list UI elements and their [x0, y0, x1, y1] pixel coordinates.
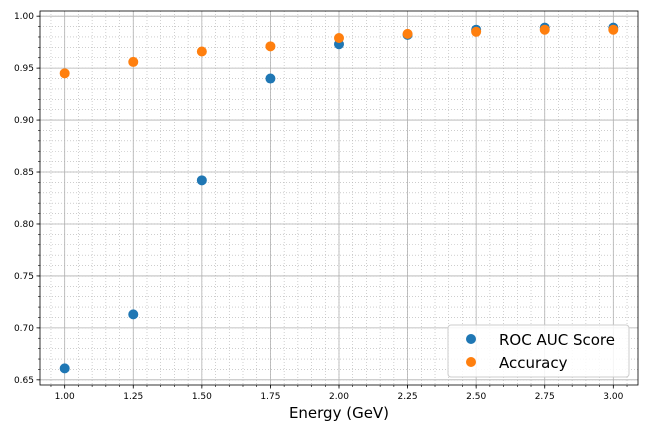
x-tick-label: 2.00: [329, 392, 349, 402]
legend: ROC AUC Score Accuracy: [447, 324, 630, 378]
x-tick-label: 1.00: [55, 392, 75, 402]
data-points: [59, 22, 619, 374]
axis-ticks: 1.00 1.25 1.50 1.75 2.00 2.25 2.50 2.75 3.00 0.65…: [14, 12, 628, 402]
x-tick-label: 3.00: [603, 392, 623, 402]
point-series-2: [196, 46, 207, 57]
point-series-1: [59, 363, 70, 374]
point-series-2: [59, 68, 70, 79]
y-tick-label: 0.90: [14, 116, 34, 126]
y-tick-label: 0.95: [14, 64, 34, 74]
point-series-1: [196, 175, 207, 186]
y-tick-label: 0.80: [14, 220, 34, 230]
point-series-2: [608, 24, 619, 35]
legend-marker-accuracy: [466, 357, 476, 367]
x-tick-label: 2.75: [535, 392, 555, 402]
x-tick-label: 2.50: [466, 392, 486, 402]
y-tick-label: 0.65: [14, 376, 34, 386]
point-series-1: [128, 309, 139, 320]
x-tick-label: 1.25: [123, 392, 143, 402]
point-series-2: [265, 41, 276, 52]
x-axis-label: Energy (GeV): [289, 404, 389, 422]
y-tick-label: 0.85: [14, 168, 34, 178]
point-series-2: [334, 33, 344, 44]
legend-marker-roc-auc: [466, 334, 476, 344]
x-tick-label: 2.25: [398, 392, 418, 402]
y-tick-label: 1.00: [14, 12, 34, 22]
y-tick-label: 0.70: [14, 324, 34, 334]
x-tick-label: 1.50: [192, 392, 212, 402]
legend-box: [447, 324, 630, 378]
point-series-1: [265, 73, 276, 84]
legend-label-accuracy: Accuracy: [499, 354, 568, 372]
point-series-2: [471, 26, 482, 37]
point-series-2: [539, 24, 550, 35]
legend-label-roc-auc: ROC AUC Score: [499, 331, 615, 349]
x-tick-label: 1.75: [260, 392, 280, 402]
point-series-2: [128, 56, 139, 67]
plot-frame: [39, 10, 639, 386]
point-series-2: [402, 28, 413, 39]
y-tick-label: 0.75: [14, 272, 34, 282]
